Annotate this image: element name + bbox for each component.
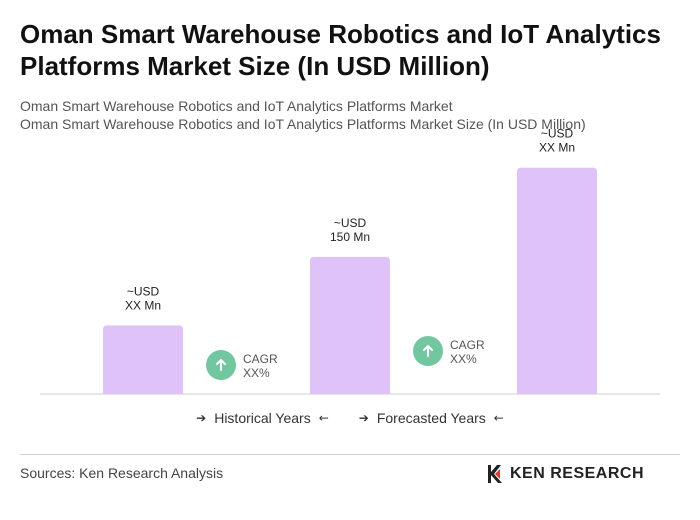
legend-label-historical: Historical Years <box>214 410 311 426</box>
bar <box>517 167 597 394</box>
bar <box>103 325 183 394</box>
bar-value-label: ~USD <box>541 127 574 141</box>
arrow-left-icon: ← <box>493 411 504 425</box>
footer-divider <box>20 454 680 455</box>
chart-legend: ➔ Historical Years ← ➔ Forecasted Years … <box>0 408 700 428</box>
chart-title: Oman Smart Warehouse Robotics and IoT An… <box>20 19 661 81</box>
cagr-label: CAGR <box>243 352 278 366</box>
legend-label-forecasted: Forecasted Years <box>376 410 486 426</box>
arrow-up-glyph <box>423 345 433 357</box>
brand-logo: KEN RESEARCH <box>486 464 644 484</box>
bar-value-label: 150 Mn <box>330 230 370 244</box>
chart-subtitle-secondary: Oman Smart Warehouse Robotics and IoT An… <box>20 116 586 132</box>
arrow-right-icon: ➔ <box>196 411 207 425</box>
arrow-left-icon: ← <box>318 411 329 425</box>
cagr-value: XX% <box>243 366 270 380</box>
cagr-value: XX% <box>450 352 477 366</box>
brand-name: KEN RESEARCH <box>510 465 645 482</box>
bar-value-label: ~USD <box>127 284 160 298</box>
bar-value-label: XX Mn <box>539 141 575 155</box>
sources-note: Sources: Ken Research Analysis <box>20 465 224 481</box>
bar-value-label: ~USD <box>334 216 367 230</box>
ken-research-logo-icon <box>488 465 502 483</box>
arrow-up-glyph <box>216 359 226 371</box>
legend-item-historical: ➔ Historical Years ← <box>196 408 329 428</box>
bar-value-label: XX Mn <box>125 298 161 312</box>
chart-subtitle: Oman Smart Warehouse Robotics and IoT An… <box>20 98 453 114</box>
legend-item-forecasted: ➔ Forecasted Years ← <box>359 408 504 428</box>
arrow-right-icon: ➔ <box>358 411 369 425</box>
cagr-label: CAGR <box>450 338 485 352</box>
bar <box>310 256 390 394</box>
